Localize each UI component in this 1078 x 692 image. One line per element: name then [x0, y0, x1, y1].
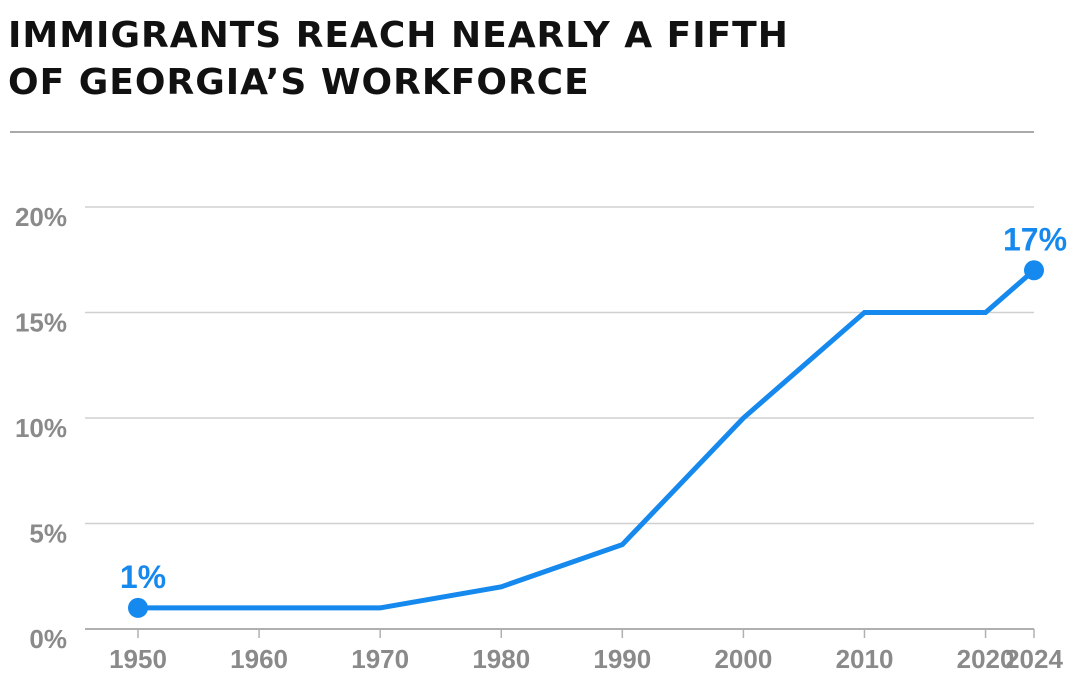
y-axis-ticks: 0% 5% 10% 15% 20% — [15, 202, 67, 654]
x-tick-label: 2000 — [714, 644, 772, 674]
x-tick-label: 1960 — [230, 644, 288, 674]
chart-title: IMMIGRANTS REACH NEARLY A FIFTH OF GEORG… — [8, 12, 789, 106]
series — [128, 260, 1044, 618]
x-tick-label: 2024 — [1005, 644, 1063, 674]
x-tick-label: 1950 — [109, 644, 167, 674]
y-tick-label: 15% — [15, 308, 67, 338]
x-tick-label: 1980 — [472, 644, 530, 674]
chart-title-line-2: OF GEORGIA’S WORKFORCE — [8, 62, 590, 103]
data-label: 17% — [1003, 221, 1067, 257]
title-divider — [10, 131, 1034, 133]
y-tick-label: 10% — [15, 413, 67, 443]
x-tick-label: 1970 — [351, 644, 409, 674]
y-tick-label: 0% — [29, 624, 67, 654]
data-point-marker — [128, 597, 148, 618]
data-point-marker — [1024, 260, 1044, 281]
data-label: 1% — [120, 559, 166, 595]
y-tick-label: 5% — [29, 519, 67, 549]
x-tick-label: 1990 — [593, 644, 651, 674]
chart-title-line-1: IMMIGRANTS REACH NEARLY A FIFTH — [8, 15, 789, 56]
x-tick-label: 2020 — [957, 644, 1015, 674]
series-line — [138, 268, 1036, 611]
x-tick-label: 2010 — [836, 644, 894, 674]
data-labels: 1% 17% — [120, 221, 1067, 595]
y-tick-label: 20% — [15, 202, 67, 232]
